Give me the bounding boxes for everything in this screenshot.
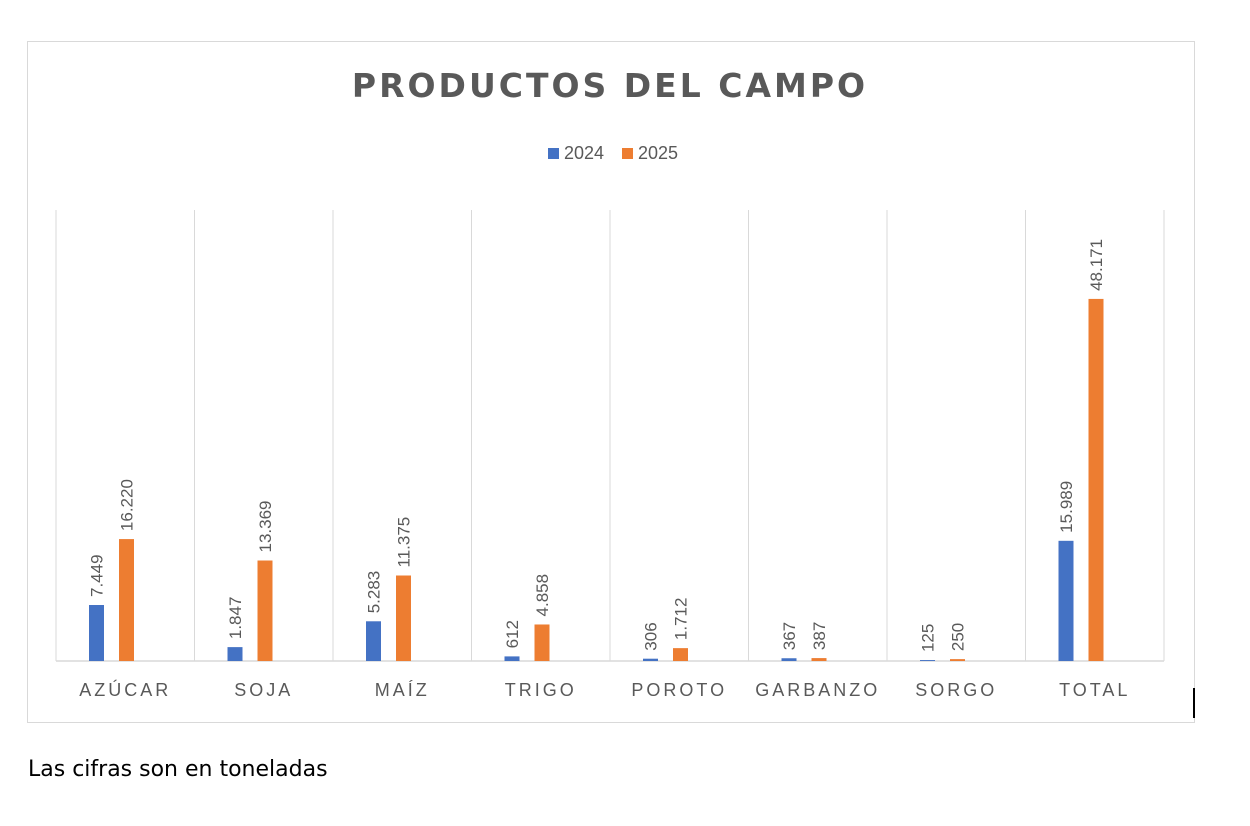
data-label-2025: 1.712 bbox=[672, 598, 691, 641]
data-label-2025: 4.858 bbox=[533, 574, 552, 617]
bar-2024 bbox=[89, 605, 104, 661]
data-label-2024: 306 bbox=[642, 622, 661, 650]
data-label-2024: 612 bbox=[503, 620, 522, 648]
bar-2024 bbox=[643, 658, 658, 661]
chart-area bbox=[27, 41, 1195, 723]
legend-label-2024: 2024 bbox=[563, 143, 604, 163]
x-tick-label: GARBANZO bbox=[755, 680, 880, 700]
bar-2024 bbox=[1058, 540, 1074, 661]
data-label-2025: 250 bbox=[949, 623, 968, 651]
x-tick-label: SOJA bbox=[234, 680, 293, 700]
data-label-2024: 15.989 bbox=[1057, 481, 1076, 533]
bar-2025 bbox=[534, 624, 550, 661]
data-label-2025: 16.220 bbox=[118, 479, 137, 531]
data-label-2025: 48.171 bbox=[1087, 239, 1106, 291]
x-tick-label: POROTO bbox=[631, 680, 727, 700]
bar-2024 bbox=[781, 658, 797, 661]
bar-2025 bbox=[396, 575, 411, 661]
data-label-2024: 125 bbox=[919, 624, 938, 652]
bar-2025 bbox=[257, 560, 273, 661]
legend: 2024 2025 bbox=[0, 143, 1226, 164]
bar-2025 bbox=[950, 659, 965, 661]
legend-swatch-2024 bbox=[547, 148, 559, 159]
data-label-2024: 5.283 bbox=[365, 571, 384, 614]
bar-2025 bbox=[811, 658, 827, 661]
legend-item-2025: 2025 bbox=[622, 143, 678, 164]
data-label-2025: 387 bbox=[810, 622, 829, 650]
bar-2024 bbox=[920, 660, 935, 661]
text-cursor bbox=[1193, 688, 1195, 718]
data-label-2024: 367 bbox=[780, 622, 799, 650]
bar-2025 bbox=[673, 648, 688, 661]
data-label-2024: 7.449 bbox=[88, 554, 107, 597]
data-label-2025: 13.369 bbox=[256, 501, 275, 553]
x-tick-label: SORGO bbox=[915, 680, 997, 700]
bar-2024 bbox=[504, 656, 520, 661]
chart-title: PRODUCTOS DEL CAMPO bbox=[351, 66, 869, 105]
legend-label-2025: 2025 bbox=[638, 143, 679, 163]
bar-2024 bbox=[366, 621, 381, 661]
x-tick-label: MAÍZ bbox=[375, 680, 430, 700]
x-tick-label: TRIGO bbox=[505, 680, 577, 700]
legend-item-2024: 2024 bbox=[547, 143, 604, 164]
data-label-2025: 11.375 bbox=[395, 517, 414, 568]
bar-2025 bbox=[1088, 298, 1104, 661]
x-tick-label: AZÚCAR bbox=[79, 679, 171, 700]
bar-2024 bbox=[227, 647, 243, 661]
legend-swatch-2025 bbox=[622, 148, 633, 159]
data-label-2024: 1.847 bbox=[226, 597, 245, 640]
footnote: Las cifras son en toneladas bbox=[28, 757, 328, 782]
bar-2025 bbox=[119, 539, 134, 661]
x-tick-label: TOTAL bbox=[1059, 680, 1130, 700]
